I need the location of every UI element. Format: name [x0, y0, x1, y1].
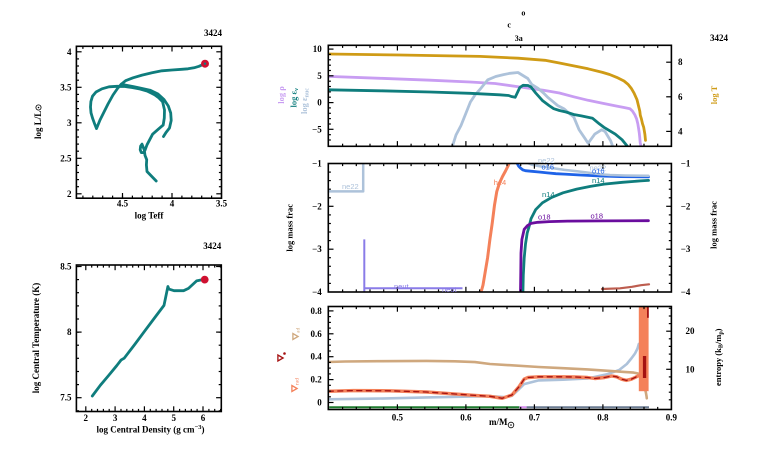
svg-text:neut: neut — [442, 285, 458, 294]
svg-text:o16: o16 — [592, 167, 605, 176]
svg-text:log Teff: log Teff — [135, 211, 165, 221]
svg-text:0.8: 0.8 — [597, 413, 609, 423]
svg-text:4: 4 — [678, 126, 683, 136]
svg-text:0.5: 0.5 — [392, 413, 404, 423]
svg-text:20: 20 — [686, 326, 696, 336]
svg-text:ad: ad — [296, 328, 302, 333]
svg-text:entropy (kB/mp): entropy (kB/mp) — [713, 328, 725, 386]
svg-text:log Central Density (g cm−3): log Central Density (g cm−3) — [97, 424, 205, 435]
svg-text:3.5: 3.5 — [60, 82, 72, 92]
svg-text:log Central Temperature (K): log Central Temperature (K) — [31, 283, 41, 394]
svg-text:3424: 3424 — [204, 28, 223, 38]
svg-text:3424: 3424 — [203, 241, 222, 251]
svg-text:6: 6 — [201, 413, 206, 423]
svg-text:8: 8 — [67, 327, 72, 337]
svg-text:−1: −1 — [681, 159, 691, 169]
svg-text:0.2: 0.2 — [311, 375, 323, 385]
svg-text:4: 4 — [170, 199, 175, 209]
svg-text:0.6: 0.6 — [311, 329, 323, 339]
svg-text:4.5: 4.5 — [117, 199, 129, 209]
svg-text:0.9: 0.9 — [666, 413, 678, 423]
svg-text:−3: −3 — [312, 244, 322, 254]
svg-text:−4: −4 — [681, 287, 691, 297]
svg-text:log ρ: log ρ — [276, 86, 286, 104]
svg-text:−2: −2 — [312, 201, 322, 211]
svg-text:o16: o16 — [542, 163, 555, 172]
svg-text:−1: −1 — [312, 159, 322, 169]
svg-text:log εnuc: log εnuc — [299, 88, 311, 114]
svg-text:5: 5 — [317, 71, 322, 81]
svg-text:0.4: 0.4 — [311, 352, 323, 362]
svg-text:10: 10 — [686, 364, 696, 374]
svg-text:log εν: log εν — [289, 88, 301, 108]
svg-text:−2: −2 — [681, 201, 691, 211]
svg-text:o18: o18 — [591, 212, 604, 221]
svg-text:0.7: 0.7 — [529, 413, 541, 423]
svg-text:neut: neut — [394, 282, 410, 291]
svg-text:c: c — [507, 20, 511, 29]
svg-text:n14: n14 — [592, 176, 605, 185]
svg-text:log mass frac: log mass frac — [709, 201, 719, 249]
svg-text:0.8: 0.8 — [311, 306, 323, 316]
svg-text:8.5: 8.5 — [60, 262, 72, 272]
svg-text:log L/L: log L/L — [33, 111, 43, 139]
svg-text:m/M: m/M — [489, 417, 508, 427]
svg-text:ne22: ne22 — [590, 164, 607, 173]
svg-text:o: o — [521, 9, 525, 18]
svg-text:ne22: ne22 — [342, 182, 359, 191]
svg-text:0.6: 0.6 — [460, 413, 472, 423]
svg-text:o18: o18 — [538, 213, 551, 222]
svg-text:3: 3 — [67, 118, 72, 128]
svg-text:2: 2 — [84, 413, 89, 423]
svg-text:0: 0 — [317, 98, 322, 108]
svg-text:3a: 3a — [515, 34, 523, 43]
svg-text:3: 3 — [113, 413, 118, 423]
svg-text:0: 0 — [317, 398, 322, 408]
svg-text:−3: −3 — [681, 244, 691, 254]
svg-text:n14: n14 — [542, 190, 555, 199]
svg-text:3.5: 3.5 — [216, 199, 228, 209]
svg-text:he4: he4 — [494, 178, 507, 187]
svg-text:−5: −5 — [312, 124, 322, 134]
svg-text:2.5: 2.5 — [60, 153, 72, 163]
svg-text:5: 5 — [171, 413, 176, 423]
svg-text:4: 4 — [67, 47, 72, 57]
svg-text:3424: 3424 — [710, 33, 729, 43]
svg-text:8: 8 — [678, 57, 683, 67]
svg-text:7.5: 7.5 — [60, 393, 72, 403]
svg-text:log mass frac: log mass frac — [285, 204, 295, 252]
svg-text:rad: rad — [295, 378, 301, 385]
svg-text:6: 6 — [678, 92, 683, 102]
svg-text:4: 4 — [142, 413, 147, 423]
svg-text:2: 2 — [67, 189, 72, 199]
svg-text:−4: −4 — [312, 287, 322, 297]
svg-text:log T: log T — [709, 85, 719, 104]
svg-text:10: 10 — [313, 44, 323, 54]
svg-text:ne22: ne22 — [538, 156, 555, 165]
